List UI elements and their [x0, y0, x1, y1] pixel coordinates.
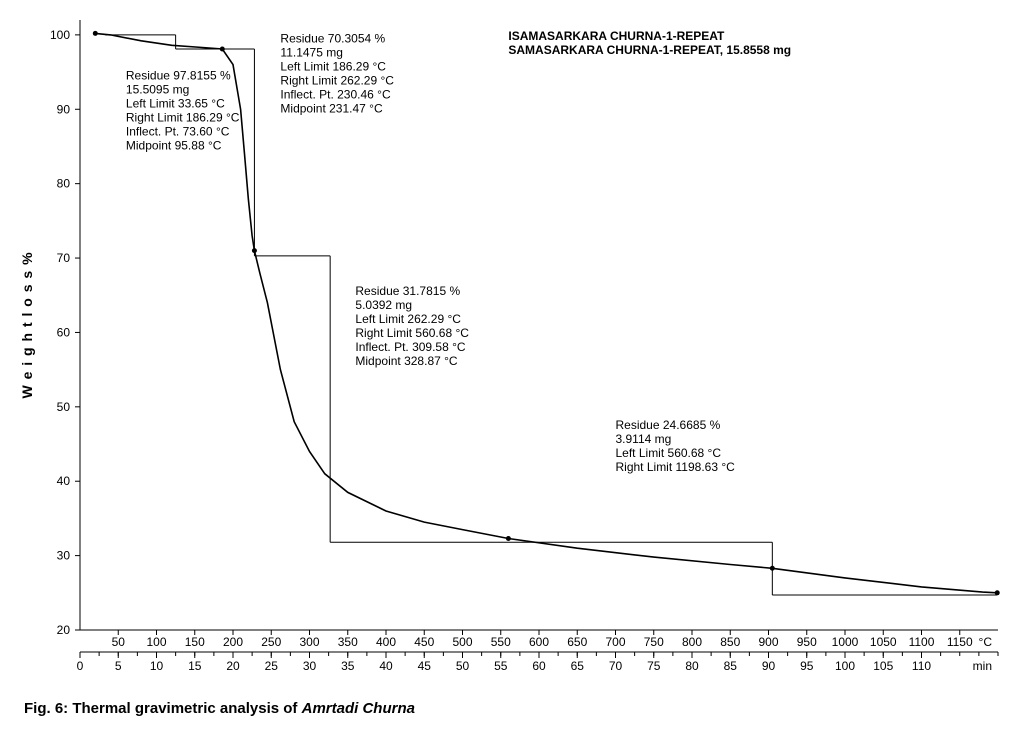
svg-text:Inflect. Pt. 73.60 °C: Inflect. Pt. 73.60 °C — [126, 125, 230, 139]
svg-text:550: 550 — [491, 635, 511, 649]
svg-text:20: 20 — [226, 659, 240, 673]
svg-text:900: 900 — [758, 635, 778, 649]
svg-text:Left Limit 33.65 °C: Left Limit 33.65 °C — [126, 97, 225, 111]
svg-text:95: 95 — [800, 659, 814, 673]
svg-text:75: 75 — [647, 659, 661, 673]
svg-text:ISAMASARKARA CHURNA-1-REPEAT: ISAMASARKARA CHURNA-1-REPEAT — [508, 29, 725, 43]
svg-text:Right Limit 262.29 °C: Right Limit 262.29 °C — [280, 73, 394, 87]
svg-text:SAMASARKARA CHURNA-1-REPEAT, 1: SAMASARKARA CHURNA-1-REPEAT, 15.8558 mg — [508, 43, 791, 57]
tga-chart: 2030405060708090100W e i g h t l o s s %… — [0, 0, 1018, 690]
svg-text:25: 25 — [265, 659, 279, 673]
svg-text:Residue 24.6685 %: Residue 24.6685 % — [616, 418, 721, 432]
svg-text:5: 5 — [115, 659, 122, 673]
svg-text:Midpoint 328.87 °C: Midpoint 328.87 °C — [355, 354, 458, 368]
svg-text:15.5095 mg: 15.5095 mg — [126, 83, 189, 97]
svg-text:15: 15 — [188, 659, 202, 673]
svg-text:80: 80 — [57, 177, 71, 191]
svg-text:110: 110 — [912, 659, 931, 673]
svg-text:800: 800 — [682, 635, 702, 649]
svg-text:W e i g h t l o s s %: W e i g h t l o s s % — [19, 251, 35, 398]
svg-text:105: 105 — [873, 659, 893, 673]
svg-text:°C: °C — [979, 635, 993, 649]
svg-text:400: 400 — [376, 635, 396, 649]
figure-caption: Fig. 6: Thermal gravimetric analysis of … — [24, 700, 415, 717]
svg-text:100: 100 — [835, 659, 855, 673]
svg-text:Right Limit 560.68 °C: Right Limit 560.68 °C — [355, 326, 469, 340]
svg-text:50: 50 — [456, 659, 470, 673]
svg-text:Left Limit 560.68 °C: Left Limit 560.68 °C — [616, 446, 722, 460]
svg-text:min: min — [973, 659, 992, 673]
svg-text:70: 70 — [609, 659, 623, 673]
svg-text:750: 750 — [644, 635, 664, 649]
svg-text:0: 0 — [77, 659, 84, 673]
svg-text:100: 100 — [146, 635, 166, 649]
svg-text:Midpoint 95.88 °C: Midpoint 95.88 °C — [126, 139, 222, 153]
svg-text:500: 500 — [452, 635, 472, 649]
svg-text:60: 60 — [532, 659, 546, 673]
svg-text:350: 350 — [338, 635, 358, 649]
svg-text:Residue 70.3054 %: Residue 70.3054 % — [280, 31, 385, 45]
svg-text:65: 65 — [571, 659, 585, 673]
svg-text:90: 90 — [762, 659, 776, 673]
svg-text:30: 30 — [57, 549, 71, 563]
svg-text:300: 300 — [299, 635, 319, 649]
svg-text:200: 200 — [223, 635, 243, 649]
svg-text:Inflect. Pt. 309.58 °C: Inflect. Pt. 309.58 °C — [355, 340, 466, 354]
svg-text:Left Limit 262.29 °C: Left Limit 262.29 °C — [355, 312, 461, 326]
svg-text:Midpoint 231.47 °C: Midpoint 231.47 °C — [280, 101, 383, 115]
svg-text:90: 90 — [57, 102, 71, 116]
svg-text:100: 100 — [50, 28, 70, 42]
svg-text:10: 10 — [150, 659, 164, 673]
svg-text:55: 55 — [494, 659, 508, 673]
svg-text:Right Limit 1198.63 °C: Right Limit 1198.63 °C — [616, 460, 736, 474]
svg-text:11.1475 mg: 11.1475 mg — [280, 45, 343, 59]
svg-text:450: 450 — [414, 635, 434, 649]
svg-text:30: 30 — [303, 659, 317, 673]
svg-text:1150: 1150 — [947, 635, 973, 649]
svg-text:40: 40 — [57, 474, 71, 488]
svg-text:700: 700 — [605, 635, 625, 649]
svg-text:Inflect. Pt. 230.46 °C: Inflect. Pt. 230.46 °C — [280, 87, 391, 101]
svg-text:600: 600 — [529, 635, 549, 649]
caption-italic: Amrtadi Churna — [302, 700, 415, 717]
svg-text:35: 35 — [341, 659, 355, 673]
svg-text:85: 85 — [724, 659, 738, 673]
svg-text:150: 150 — [185, 635, 205, 649]
svg-text:60: 60 — [57, 325, 71, 339]
svg-text:5.0392 mg: 5.0392 mg — [355, 298, 412, 312]
svg-text:20: 20 — [57, 623, 71, 637]
svg-text:3.9114 mg: 3.9114 mg — [616, 432, 672, 446]
svg-text:50: 50 — [112, 635, 126, 649]
svg-text:Left Limit 186.29 °C: Left Limit 186.29 °C — [280, 59, 386, 73]
svg-text:850: 850 — [720, 635, 740, 649]
svg-text:70: 70 — [57, 251, 71, 265]
svg-text:1000: 1000 — [832, 635, 859, 649]
svg-text:1050: 1050 — [870, 635, 897, 649]
caption-prefix: Fig. 6: Thermal gravimetric analysis of — [24, 700, 302, 717]
svg-text:650: 650 — [567, 635, 587, 649]
svg-text:1100: 1100 — [909, 635, 935, 649]
svg-text:50: 50 — [57, 400, 71, 414]
svg-text:Residue 97.8155 %: Residue 97.8155 % — [126, 69, 231, 83]
svg-text:950: 950 — [797, 635, 817, 649]
svg-text:40: 40 — [379, 659, 393, 673]
svg-text:Right Limit 186.29 °C: Right Limit 186.29 °C — [126, 111, 240, 125]
svg-text:45: 45 — [418, 659, 432, 673]
svg-text:80: 80 — [685, 659, 699, 673]
svg-text:Residue 31.7815 %: Residue 31.7815 % — [355, 284, 460, 298]
svg-text:250: 250 — [261, 635, 281, 649]
